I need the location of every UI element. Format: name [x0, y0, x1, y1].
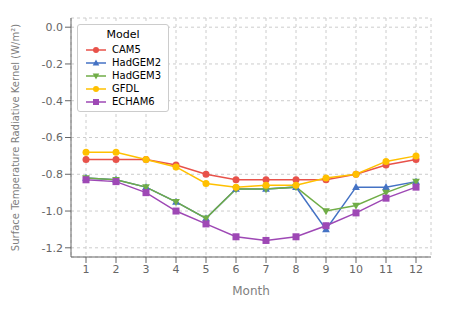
svg-text:11: 11: [379, 263, 393, 276]
svg-text:8: 8: [293, 263, 300, 276]
svg-text:-0.4: -0.4: [42, 95, 63, 108]
html-text:Model: Model: [106, 28, 140, 41]
svg-text:2: 2: [113, 263, 120, 276]
html-text:ECHAM6: ECHAM6: [112, 96, 155, 107]
svg-text:-0.8: -0.8: [42, 168, 63, 181]
svg-text:-0.6: -0.6: [42, 131, 63, 144]
svg-text:-1.2: -1.2: [42, 242, 63, 255]
svg-text:4: 4: [173, 263, 180, 276]
html-text:HadGEM2: HadGEM2: [112, 57, 162, 68]
svg-text:-1.0: -1.0: [42, 205, 63, 218]
svg-text:0.0: 0.0: [46, 21, 64, 34]
svg-text:5: 5: [203, 263, 210, 276]
svg-text:7: 7: [263, 263, 270, 276]
svg-text:6: 6: [233, 263, 240, 276]
html-text:GFDL: GFDL: [112, 83, 139, 94]
svg-text:12: 12: [409, 263, 423, 276]
html-text:HadGEM3: HadGEM3: [112, 70, 162, 81]
svg-text:10: 10: [349, 263, 363, 276]
svg-text:Surface Temperature Radiative: Surface Temperature Radiative Kernel (W/…: [10, 24, 21, 251]
svg-text:9: 9: [323, 263, 330, 276]
svg-text:-0.2: -0.2: [42, 58, 63, 71]
svg-text:3: 3: [143, 263, 150, 276]
svg-text:Month: Month: [232, 284, 270, 298]
svg-text:1: 1: [83, 263, 90, 276]
html-text:CAM5: CAM5: [112, 44, 141, 55]
